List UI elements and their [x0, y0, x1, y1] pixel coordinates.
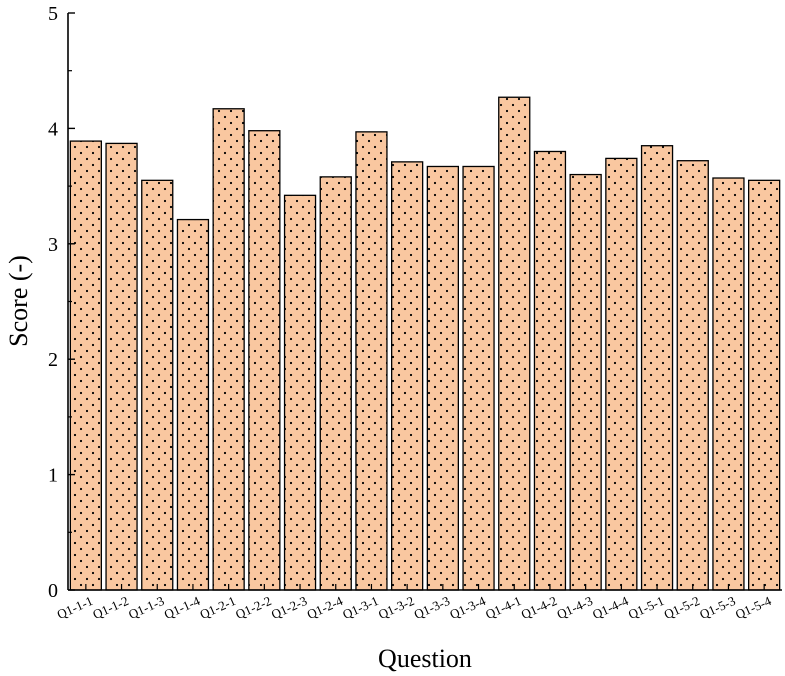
x-tick-label: Q1-3-3: [412, 593, 452, 622]
x-tick-label: Q1-4-4: [590, 593, 631, 622]
bar: [319, 176, 352, 591]
x-tick-label: Q1-3-2: [376, 593, 416, 622]
bar: [248, 130, 281, 591]
x-tick-label: Q1-4-3: [554, 593, 594, 622]
x-tick-label: Q1-2-4: [305, 593, 346, 622]
x-tick-label: Q1-5-4: [733, 593, 774, 622]
bar: [533, 150, 567, 591]
x-tick-label: Q1-2-2: [233, 593, 273, 622]
bar: [141, 179, 174, 591]
x-tick-label: Q1-5-1: [626, 593, 666, 622]
bar: [462, 165, 495, 591]
bar: [605, 157, 638, 591]
y-tick-label: 0: [48, 580, 58, 602]
bar: [69, 140, 102, 591]
y-tick-label: 3: [48, 234, 58, 256]
x-tick-label: Q1-5-3: [697, 593, 737, 622]
bar: [640, 145, 674, 591]
bar: [283, 194, 317, 591]
bar: [712, 177, 745, 591]
x-tick-label: Q1-1-2: [90, 593, 130, 622]
y-tick-label: 1: [48, 465, 58, 487]
x-tick-label: Q1-2-1: [197, 593, 237, 622]
plot-area: 012345Q1-1-1Q1-1-2Q1-1-3Q1-1-4Q1-2-1Q1-2…: [48, 3, 782, 622]
x-tick-label: Q1-1-1: [55, 593, 95, 622]
x-tick-label: Q1-4-2: [519, 593, 559, 622]
bar: [390, 161, 424, 591]
bar: [176, 218, 210, 591]
x-tick-label: Q1-1-3: [126, 593, 166, 622]
bar: [569, 173, 602, 591]
x-tick-label: Q1-1-4: [162, 593, 203, 622]
bar: [355, 131, 388, 591]
y-axis-title: Score (-): [4, 255, 33, 347]
bar: [498, 96, 531, 591]
bar: [212, 108, 245, 591]
x-tick-label: Q1-5-2: [662, 593, 702, 622]
x-tick-label: Q1-4-1: [483, 593, 523, 622]
bar: [426, 165, 460, 591]
bar: [676, 160, 709, 591]
y-tick-label: 2: [48, 349, 58, 371]
x-tick-label: Q1-3-1: [340, 593, 380, 622]
bar: [105, 142, 138, 591]
x-tick-label: Q1-2-3: [269, 593, 309, 622]
x-axis-title: Question: [378, 644, 472, 673]
y-tick-label: 4: [48, 118, 58, 140]
x-tick-label: Q1-3-4: [447, 593, 488, 622]
y-tick-label: 5: [48, 3, 58, 25]
bar: [748, 179, 781, 591]
